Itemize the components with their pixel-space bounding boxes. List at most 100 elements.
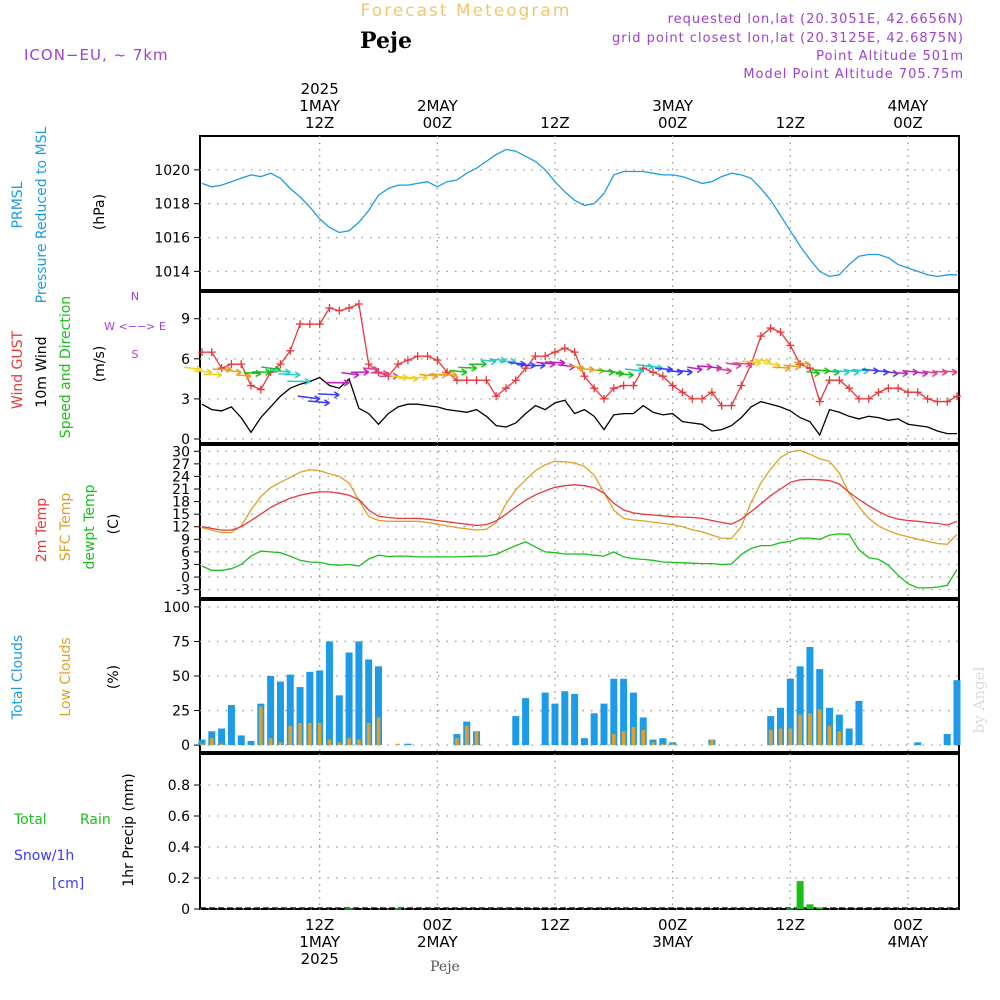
temp-ytick-label: 24: [172, 469, 190, 485]
temp-ytick-label: 3: [181, 557, 190, 573]
watermark: by Angel: [970, 666, 988, 733]
gust-marker: [766, 324, 775, 333]
wind-10m-label: 10m Wind: [34, 336, 50, 407]
temp-ytick-label: 6: [181, 545, 190, 561]
wind-arrow-head: [461, 368, 468, 376]
total-cloud-bar: [355, 641, 363, 746]
dewpt-line: [201, 533, 958, 589]
pressure-ytick-label: 1020: [154, 163, 190, 179]
gust-marker: [560, 344, 569, 353]
precip-ytick-label: 0: [181, 902, 190, 918]
bottom-time-label: 4MAY: [888, 933, 930, 951]
gust-marker: [413, 352, 422, 361]
precip-panel: 0 0.2 0.4 0.6 0.8: [168, 753, 960, 918]
gust-marker: [678, 388, 687, 397]
temp-ytick-label: 18: [172, 495, 190, 511]
total-cloud-bar: [629, 692, 637, 746]
wind-arrow-head: [696, 365, 703, 374]
rain-bar: [816, 907, 824, 909]
precip-ytick-label: 0.6: [168, 809, 190, 825]
total-cloud-bar: [267, 676, 275, 746]
wind-arrow-head: [324, 399, 330, 407]
clouds-unit: (%): [106, 665, 122, 689]
total-cloud-bar: [786, 678, 794, 746]
rain-bar: [806, 904, 814, 909]
total-cloud-bar: [590, 713, 598, 746]
wind-arrow: [317, 393, 340, 396]
prmsl-label: PRMSL: [10, 181, 26, 228]
total-cloud-bar: [404, 743, 412, 746]
requested-coords: requested lon,lat (20.3051E, 42.6656N): [668, 12, 964, 27]
grid-point-coords: grid point closest lon,lat (20.3125E, 42…: [612, 31, 964, 46]
temp-2m-line: [201, 478, 958, 531]
gust-marker: [237, 360, 246, 369]
total-cloud-bar: [512, 716, 520, 746]
low-cloud-bar: [631, 727, 636, 746]
low-cloud-bar: [317, 722, 322, 746]
wind-arrow: [236, 374, 252, 377]
pressure-line: [201, 148, 957, 278]
precip-ytick-label: 0.2: [168, 871, 190, 887]
gust-marker: [668, 381, 677, 390]
wind-arrow-head: [804, 360, 811, 368]
total-cloud-bar: [777, 707, 785, 746]
gust-marker: [296, 320, 305, 329]
gust-marker: [815, 397, 824, 406]
temp-ytick-label: -3: [176, 583, 190, 599]
chart-title: Forecast Meteogram: [361, 1, 572, 21]
low-cloud-bar: [837, 731, 842, 746]
wind-arrow: [851, 369, 869, 372]
wind-arrow: [297, 395, 320, 400]
wind-arrow-head: [628, 371, 634, 379]
total-cloud-bar: [835, 714, 843, 746]
wind-arrow: [458, 366, 477, 369]
wind-arrow: [624, 368, 644, 372]
total-cloud-bar: [620, 678, 628, 746]
low-cloud-bar: [337, 742, 342, 746]
location-title: Peje: [360, 28, 412, 54]
gust-marker: [884, 384, 893, 393]
top-time-label: 2025: [301, 80, 339, 98]
gust-marker: [707, 388, 716, 397]
wind-arrow: [687, 366, 703, 371]
wind-arrow: [794, 361, 811, 365]
compass-south: S: [132, 348, 139, 361]
wind-arrow: [932, 370, 948, 373]
top-time-label: 1MAY: [299, 97, 341, 115]
low-cloud-bar: [808, 713, 812, 746]
low-cloud-bar: [298, 722, 302, 746]
compass-west-east: W <−−> E: [104, 320, 166, 333]
total-cloud-bar: [571, 693, 579, 746]
wind-arrow: [370, 372, 389, 375]
total-cloud-bar: [286, 674, 294, 746]
wind-arrow: [398, 377, 418, 380]
gust-marker: [835, 376, 844, 385]
wind-arrow: [183, 366, 203, 371]
bottom-time-label: 2025: [301, 950, 339, 968]
wind-arrow-head: [216, 371, 222, 379]
wind-speed-dir-label: Speed and Direction: [58, 296, 74, 438]
wind-arrow: [362, 367, 379, 371]
low-cloud-bar: [219, 743, 224, 746]
precip-unit: 1hr Precip (mm): [121, 773, 137, 886]
wind-arrow: [942, 370, 958, 373]
wind-arrow: [567, 364, 585, 369]
gust-marker: [531, 352, 540, 361]
pressure-ytick-label: 1014: [154, 264, 190, 280]
wind-arrow-head: [304, 377, 311, 386]
gust-marker: [501, 384, 510, 393]
total-cloud-bar: [806, 646, 814, 746]
total-cloud-bar: [845, 728, 853, 746]
bottom-time-label: 00Z: [423, 916, 452, 934]
wind-arrow: [923, 370, 938, 375]
temp-ytick-label: 15: [172, 507, 190, 523]
gust-marker: [305, 320, 314, 329]
wind-arrow-head: [333, 391, 340, 399]
gust-marker: [805, 364, 814, 373]
total-cloud-bar: [374, 666, 382, 746]
wind-arrow: [646, 364, 663, 369]
total-cloud-bar: [816, 669, 824, 746]
cloud-labels: Total Clouds Low Clouds (%): [10, 635, 122, 720]
wind-arrow: [341, 371, 359, 376]
top-time-label: 00Z: [893, 114, 922, 132]
